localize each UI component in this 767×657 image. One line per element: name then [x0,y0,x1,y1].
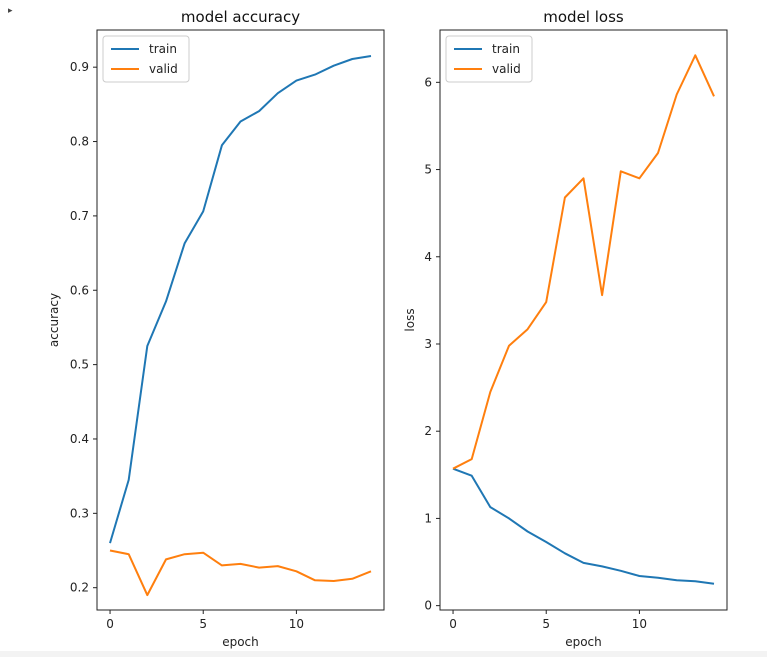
y-tick-label: 5 [424,163,432,177]
x-axis-label: epoch [565,635,602,649]
y-tick-label: 1 [424,511,432,525]
x-tick-label: 0 [106,617,114,631]
chart-title: model accuracy [181,8,300,26]
y-tick-label: 3 [424,337,432,351]
plot-frame [439,29,728,611]
loss-plot: model loss 0 5 10 epoch 0 1 2 3 4 5 6 loss train valid [403,8,728,649]
y-axis-label: accuracy [47,293,61,347]
legend [102,35,190,83]
legend-label-train: train [492,42,520,56]
legend-label-valid: valid [492,62,521,76]
y-tick-label: 0.9 [70,60,89,74]
y-tick-label: 0.8 [70,135,89,149]
x-axis-label: epoch [222,635,259,649]
y-axis-label: loss [403,308,417,331]
y-tick-label: 2 [424,424,432,438]
legend-label-train: train [149,42,177,56]
y-tick-label: 0.4 [70,432,89,446]
y-tick-label: 0 [424,599,432,613]
y-tick-label: 0.5 [70,358,89,372]
series-line-valid [109,549,372,597]
accuracy-plot: model accuracy 0 5 10 epoch 0.2 0.3 0.4 0.5 0.6 0.… [47,8,385,649]
series-line-train [109,55,372,544]
x-tick-label: 0 [449,617,457,631]
collapse-marker[interactable]: ▸ [8,6,13,16]
plot-frame [96,29,385,611]
y-tick-label: 0.2 [70,581,89,595]
y-tick-label: 0.6 [70,283,89,297]
y-tick-label: 0.3 [70,506,89,520]
series-line-valid [452,54,715,470]
chart-title: model loss [543,8,624,26]
y-tick-label: 4 [424,250,432,264]
x-tick-label: 10 [632,617,647,631]
y-tick-label: 6 [424,75,432,89]
footer-strip [0,651,767,657]
y-tick-label: 0.7 [70,209,89,223]
legend [445,35,533,83]
legend-label-valid: valid [149,62,178,76]
x-tick-label: 5 [542,617,550,631]
x-tick-label: 10 [289,617,304,631]
series-line-train [452,467,715,585]
x-tick-label: 5 [199,617,207,631]
